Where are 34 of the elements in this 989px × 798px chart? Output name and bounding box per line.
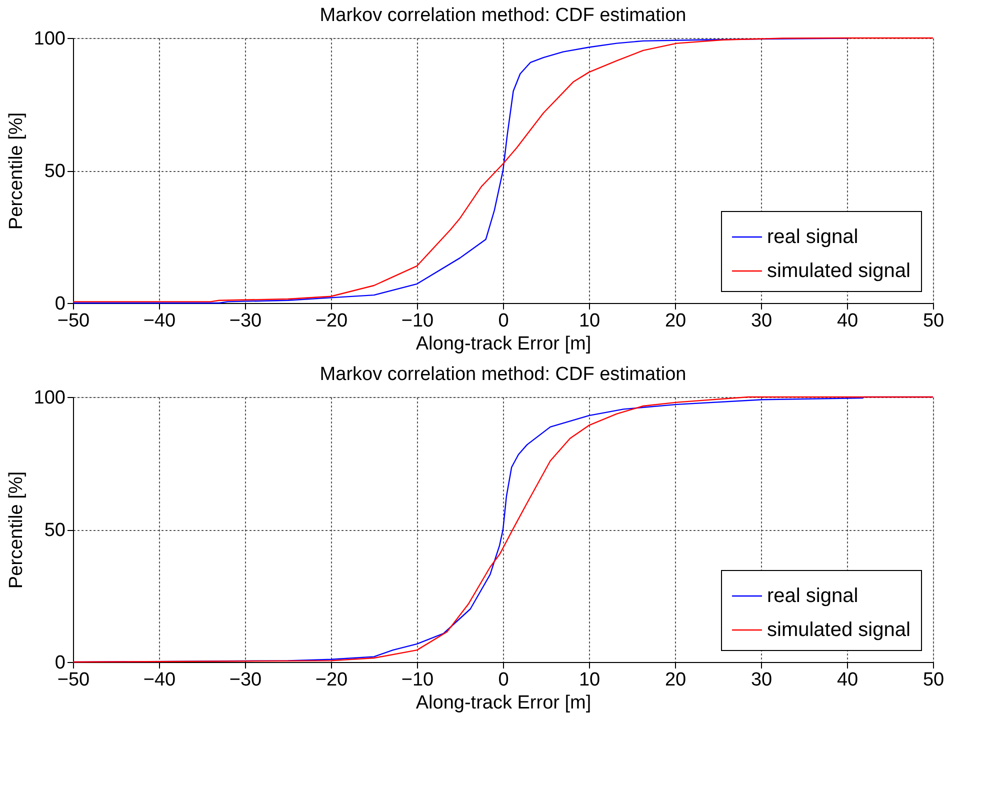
x-tick-label: −30 (229, 310, 262, 332)
x-axis-title: Along-track Error [m] (416, 692, 592, 714)
x-tick-label: −10 (401, 670, 434, 690)
y-tick-label: 100 (34, 28, 66, 50)
legend-label: simulated signal (767, 260, 910, 282)
x-tick-label: −40 (143, 670, 176, 690)
x-tick-label: 40 (836, 670, 858, 690)
y-axis-title: Percentile [%] (6, 471, 27, 589)
chart-title: Markov correlation method: CDF estimation (320, 364, 686, 385)
legend-label: simulated signal (767, 619, 910, 641)
x-tick-label: 30 (750, 310, 772, 332)
x-tick-label: 40 (836, 310, 858, 332)
x-tick-label: 0 (498, 310, 509, 332)
x-tick-label: 10 (578, 670, 600, 690)
x-tick-label: −20 (315, 310, 348, 332)
x-tick-label: 50 (922, 670, 944, 690)
x-tick-label: 20 (664, 670, 686, 690)
legend-label: real signal (767, 226, 858, 248)
x-tick-label: 0 (498, 670, 509, 690)
x-tick-label: −40 (143, 310, 176, 332)
y-tick-label: 100 (34, 388, 66, 408)
x-tick-label: −10 (401, 310, 434, 332)
x-axis-title: Along-track Error [m] (416, 334, 592, 354)
legend-label: real signal (767, 585, 858, 607)
y-axis-title: Percentile [%] (6, 112, 27, 230)
y-tick-label: 50 (44, 161, 66, 182)
x-tick-label: −20 (315, 670, 348, 690)
x-tick-label: 30 (750, 670, 772, 690)
x-tick-label: 10 (578, 310, 600, 332)
y-tick-label: 50 (44, 520, 66, 541)
x-tick-label: −30 (229, 670, 262, 690)
x-tick-label: 50 (922, 310, 944, 332)
chart-title: Markov correlation method: CDF estimation (320, 5, 686, 26)
x-tick-label: 20 (664, 310, 686, 332)
